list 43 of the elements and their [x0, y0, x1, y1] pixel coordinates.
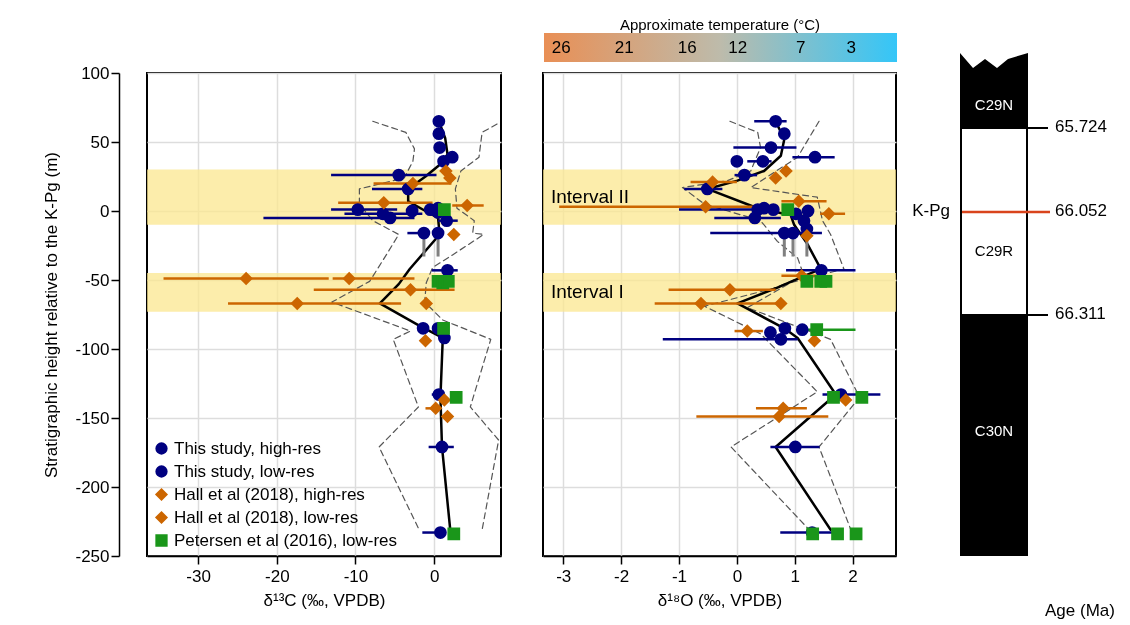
legend-label: Hall et al (2018), low-res — [174, 507, 359, 527]
x2-axis-title: Approximate temperature (°C) — [619, 15, 821, 33]
legend-label: This study, low-res — [174, 461, 315, 481]
x-axis-title: δ¹³C (‰, VPDB) — [263, 590, 386, 610]
x2-tick-label: 21 — [614, 37, 634, 57]
legend-label: Hall et al (2018), high-res — [174, 484, 365, 504]
y-tick-label: 100 — [81, 63, 110, 83]
y-tick-label: -150 — [75, 408, 110, 428]
band-label: Interval II — [551, 186, 630, 208]
x-tick-label: 0 — [429, 566, 440, 586]
x2-tick-label: 12 — [728, 37, 748, 57]
x-tick-label: -10 — [343, 566, 369, 586]
x2-tick-label: 16 — [677, 37, 697, 57]
text: Age (Ma) — [1045, 601, 1115, 621]
legend-label: This study, high-res — [174, 438, 322, 458]
text: K-Pg — [912, 201, 950, 221]
text: C30N — [974, 421, 1014, 439]
text: 66.311 — [1055, 304, 1106, 324]
x-tick-label: -3 — [556, 566, 572, 586]
x2-tick-label: 26 — [551, 37, 571, 57]
x-tick-label: -2 — [614, 566, 630, 586]
text: 66.052 — [1055, 201, 1107, 221]
x-axis-title: δ¹⁸O (‰, VPDB) — [657, 590, 783, 610]
y-tick-label: -200 — [75, 477, 110, 497]
text: C29N — [974, 95, 1014, 113]
x2-tick-label: 3 — [846, 37, 856, 57]
y-tick-label: -100 — [75, 339, 110, 359]
y-tick-label: -250 — [75, 546, 110, 566]
x-tick-label: -1 — [671, 566, 688, 586]
x-tick-label: 2 — [848, 566, 858, 586]
x-tick-label: 1 — [790, 566, 800, 586]
x-tick-label: -20 — [265, 566, 290, 586]
band-label: Interval I — [551, 281, 624, 303]
y-tick-label: -50 — [84, 270, 110, 290]
text: C29R — [974, 241, 1014, 259]
x2-tick-label: 7 — [795, 37, 806, 57]
y-tick-label: 50 — [90, 132, 110, 152]
text: 65.724 — [1055, 117, 1107, 137]
x-tick-label: 0 — [732, 566, 743, 586]
x-tick-label: -30 — [186, 566, 211, 586]
y-axis-title: Stratigraphic height relative to the K-Pg (m) — [42, 152, 62, 478]
y-tick-label: 0 — [100, 201, 110, 221]
legend-label: Petersen et al (2016), low-res — [174, 530, 397, 550]
